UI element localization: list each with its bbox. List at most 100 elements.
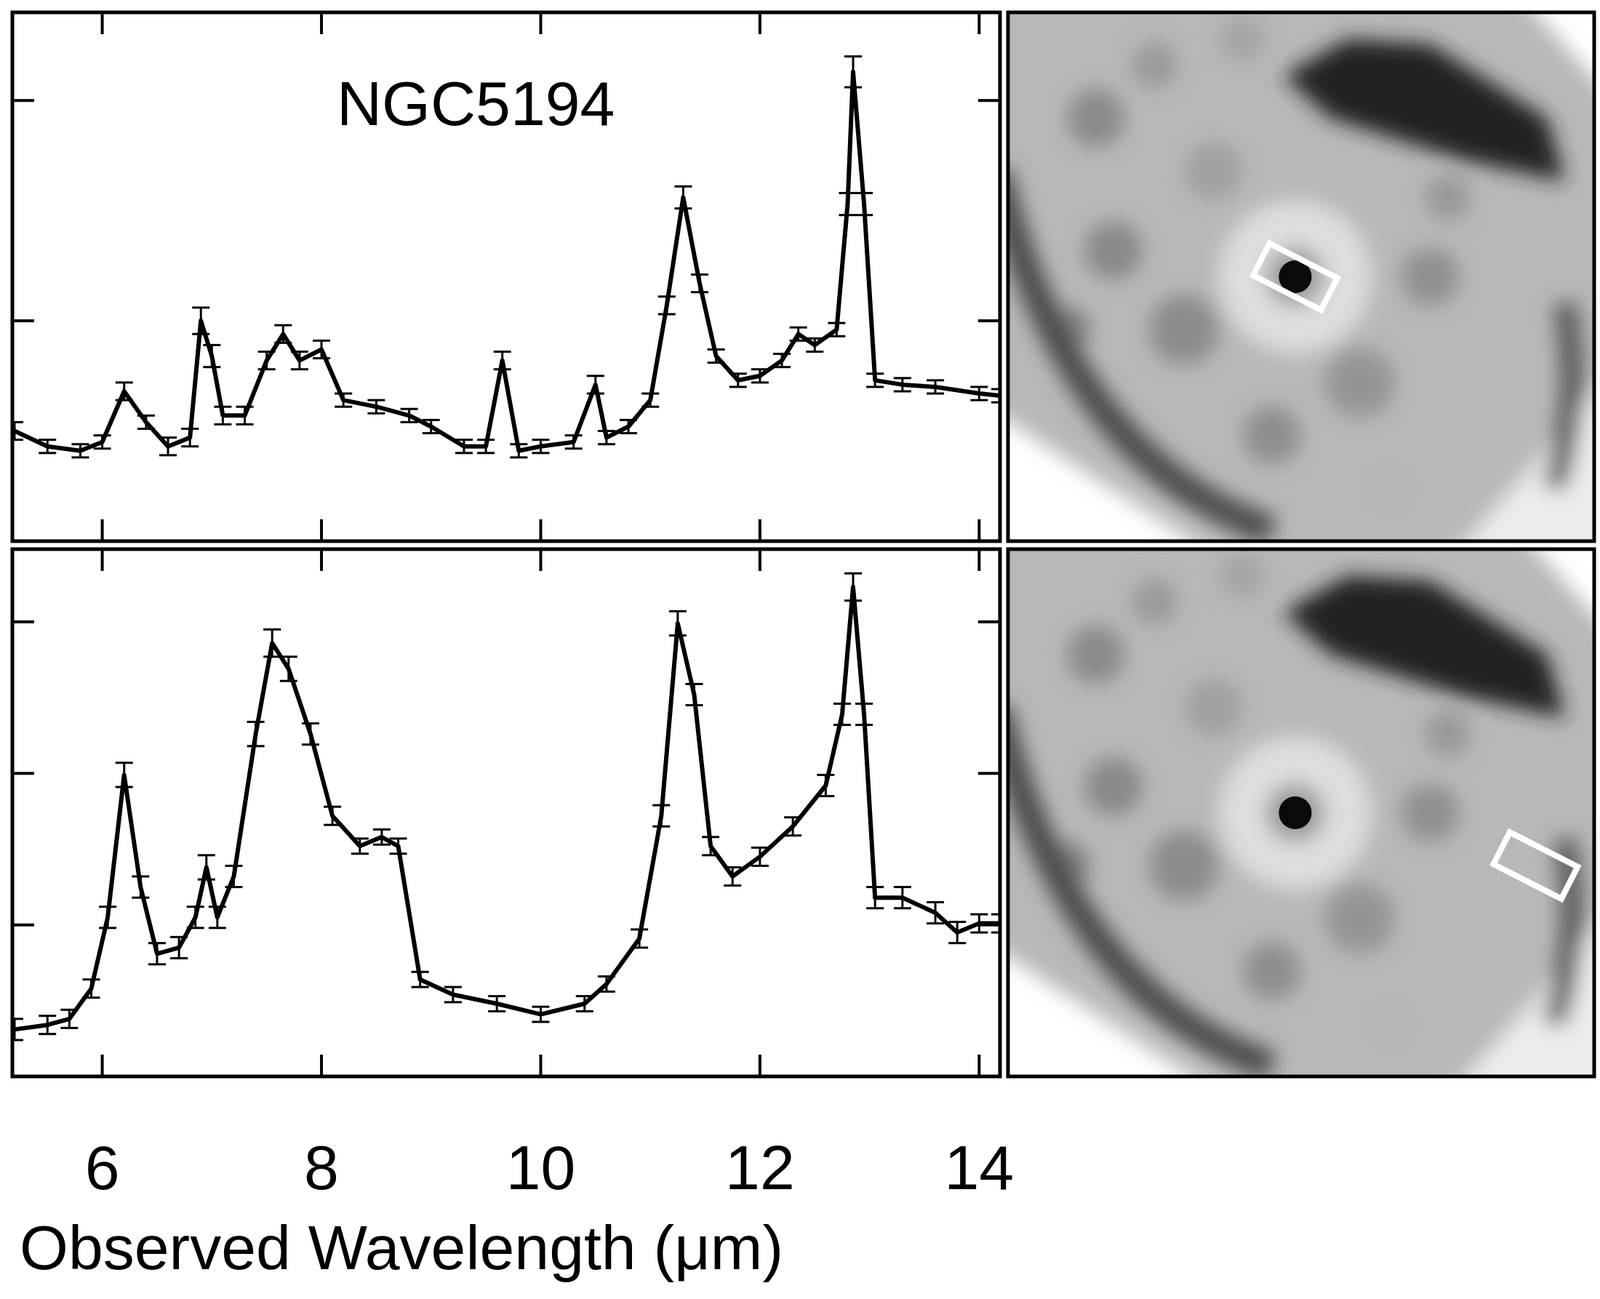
error-cap bbox=[38, 438, 56, 441]
error-stem bbox=[714, 349, 718, 363]
error-bar bbox=[323, 806, 342, 825]
error-cap bbox=[82, 996, 101, 999]
spectrum-panel: NGC5194 bbox=[5, 12, 1009, 542]
error-cap bbox=[893, 906, 912, 910]
error-cap bbox=[630, 946, 648, 949]
error-cap bbox=[690, 273, 709, 276]
error-bar bbox=[685, 683, 703, 705]
image-blob bbox=[1400, 247, 1460, 307]
error-cap bbox=[236, 423, 254, 426]
error-bar bbox=[422, 419, 440, 433]
aperture-box bbox=[1493, 832, 1579, 899]
error-stem bbox=[429, 419, 432, 433]
error-stem bbox=[874, 887, 877, 909]
error-cap bbox=[970, 913, 988, 916]
x-tick-label: 14 bbox=[944, 1132, 1015, 1203]
error-cap bbox=[148, 941, 166, 944]
error-stem bbox=[698, 274, 702, 292]
error-stem bbox=[693, 683, 696, 705]
error-stem bbox=[178, 936, 181, 958]
error-stem bbox=[232, 865, 235, 887]
error-bar bbox=[805, 338, 824, 352]
error-bar bbox=[690, 274, 709, 292]
error-cap bbox=[531, 1021, 550, 1024]
error-stem bbox=[501, 351, 504, 369]
dark-arm bbox=[1553, 839, 1572, 1024]
error-cap bbox=[707, 361, 726, 364]
error-bar bbox=[597, 431, 616, 445]
error-stem bbox=[189, 429, 192, 447]
error-cap bbox=[658, 295, 676, 298]
error-cap bbox=[38, 1032, 56, 1035]
error-cap bbox=[576, 994, 594, 998]
plot-frame bbox=[12, 12, 1000, 542]
error-stem bbox=[583, 996, 586, 1012]
error-bar bbox=[893, 887, 912, 909]
error-cap bbox=[400, 408, 419, 411]
x-tick bbox=[977, 519, 981, 542]
error-bar bbox=[838, 192, 856, 215]
error-stem bbox=[271, 629, 274, 657]
error-bar bbox=[531, 1006, 550, 1022]
error-stem bbox=[68, 1009, 71, 1028]
error-bar bbox=[844, 573, 862, 601]
error-cap bbox=[312, 357, 331, 360]
error-cap bbox=[685, 682, 703, 686]
error-cap bbox=[290, 350, 309, 353]
image-blob bbox=[1424, 710, 1471, 758]
error-bar bbox=[444, 986, 462, 1003]
plot-frame bbox=[12, 549, 1000, 1077]
image-blob bbox=[1365, 464, 1413, 512]
error-cap bbox=[855, 213, 873, 216]
error-cap bbox=[93, 447, 112, 450]
error-stem bbox=[758, 847, 761, 866]
dark-band bbox=[1283, 38, 1566, 182]
x-tick bbox=[538, 549, 542, 571]
error-cap bbox=[98, 926, 117, 929]
error-cap bbox=[893, 390, 912, 393]
error-bar bbox=[586, 376, 605, 394]
error-cap bbox=[816, 773, 835, 776]
error-cap bbox=[181, 445, 199, 448]
error-stem bbox=[758, 369, 761, 383]
error-cap bbox=[970, 399, 988, 402]
error-cap bbox=[115, 399, 134, 402]
error-cap bbox=[323, 805, 342, 808]
error-bar bbox=[197, 855, 216, 880]
x-tick bbox=[758, 519, 762, 542]
error-cap bbox=[312, 339, 331, 342]
error-cap bbox=[586, 374, 605, 377]
galaxy-image bbox=[1008, 12, 1595, 542]
image-blob bbox=[1365, 1000, 1413, 1047]
error-cap bbox=[181, 427, 199, 430]
error-cap bbox=[258, 350, 276, 353]
error-cap bbox=[159, 453, 177, 456]
error-bar bbox=[970, 386, 988, 400]
error-cap bbox=[488, 1010, 506, 1013]
x-tick bbox=[320, 549, 323, 571]
error-cap bbox=[729, 372, 747, 375]
error-cap bbox=[597, 442, 616, 446]
error-bar bbox=[866, 373, 884, 387]
error-cap bbox=[148, 962, 166, 966]
error-stem bbox=[846, 192, 849, 215]
error-stem bbox=[408, 408, 411, 422]
error-bar bbox=[669, 610, 687, 635]
x-tick bbox=[101, 549, 104, 571]
error-bar bbox=[98, 906, 117, 928]
error-cap bbox=[866, 906, 884, 910]
error-cap bbox=[652, 804, 670, 807]
error-cap bbox=[170, 936, 188, 939]
y-tick bbox=[12, 620, 35, 624]
data-group bbox=[12, 56, 1000, 458]
error-stem bbox=[517, 444, 520, 458]
error-bar bbox=[751, 847, 769, 866]
error-stem bbox=[342, 393, 345, 407]
error-cap bbox=[784, 834, 802, 837]
error-cap bbox=[82, 978, 101, 981]
error-cap bbox=[597, 990, 616, 993]
error-bar bbox=[192, 307, 210, 334]
error-cap bbox=[334, 392, 352, 395]
spectrum-line bbox=[14, 586, 1000, 1030]
x-tick bbox=[538, 12, 542, 35]
